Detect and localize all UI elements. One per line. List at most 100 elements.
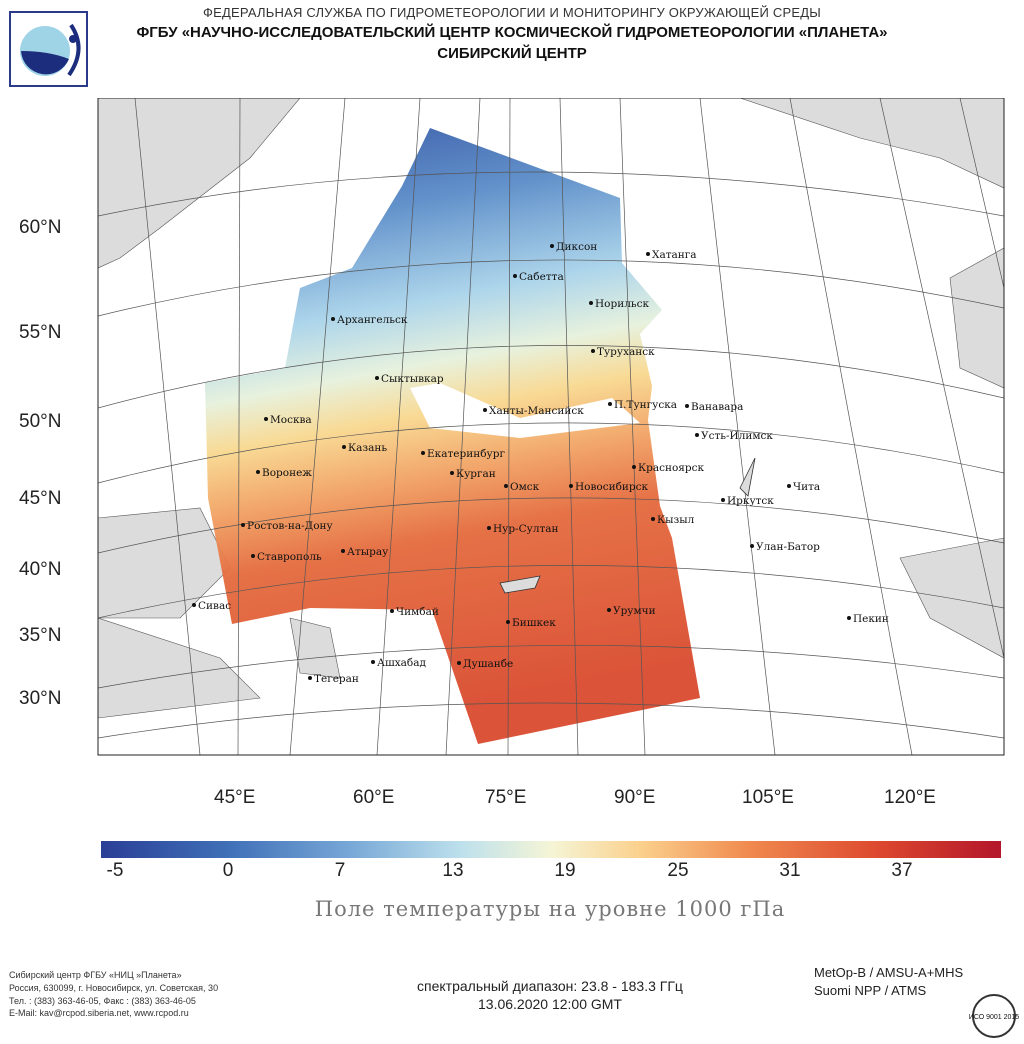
- city-label: Омск: [510, 481, 540, 493]
- city-marker: [241, 523, 245, 527]
- city-marker: [371, 660, 375, 664]
- lat-label-60: 60°N: [19, 217, 62, 238]
- city-label: П.Тунгуска: [614, 399, 677, 411]
- svg-text:ИСО 9001 2015: ИСО 9001 2015: [969, 1014, 1020, 1021]
- lon-label-60: 60°E: [353, 787, 395, 808]
- observation-datetime: 13.06.2020 12:00 GMT: [478, 996, 622, 1012]
- city-label: Екатеринбург: [427, 448, 505, 460]
- colorbar-tick: -5: [106, 860, 124, 881]
- lat-label-50: 50°N: [19, 411, 62, 432]
- city-marker: [550, 244, 554, 248]
- planeta-logo: [9, 11, 88, 87]
- colorbar-tick: 31: [779, 860, 801, 881]
- city-marker: [331, 317, 335, 321]
- city-label: Усть-Илимск: [701, 430, 773, 442]
- city-label: Архангельск: [337, 314, 408, 326]
- city-marker: [192, 603, 196, 607]
- city-label: Москва: [270, 414, 312, 426]
- field-title: Поле температуры на уровне 1000 гПа: [314, 897, 786, 921]
- city-label: Туруханск: [597, 346, 655, 358]
- city-marker: [256, 470, 260, 474]
- branch-name: СИБИРСКИЙ ЦЕНТР: [437, 45, 587, 62]
- city-marker: [847, 616, 851, 620]
- city-label: Тегеран: [314, 673, 359, 685]
- city-label: Кызыл: [657, 514, 695, 526]
- city-marker: [450, 471, 454, 475]
- city-label: Ханты-Мансийск: [489, 405, 584, 417]
- footer-org-line: E-Mail: kav@rcpod.siberia.net, www.rcpod…: [9, 1008, 189, 1018]
- lat-label-30: 30°N: [19, 688, 62, 709]
- temperature-colorbar: [101, 841, 1001, 858]
- city-label: Казань: [348, 442, 387, 454]
- sensor-line: Suomi NPP / ATMS: [814, 983, 927, 998]
- city-marker: [695, 433, 699, 437]
- city-label: Нур-Султан: [493, 523, 559, 535]
- city-marker: [504, 484, 508, 488]
- city-marker: [646, 252, 650, 256]
- iso-certification-badge: ИСО 9001 2015: [969, 994, 1020, 1038]
- city-marker: [341, 549, 345, 553]
- city-label: Пекин: [853, 613, 889, 625]
- lon-label-45: 45°E: [214, 787, 256, 808]
- city-label: Урумчи: [613, 605, 656, 617]
- lat-label-55: 55°N: [19, 322, 62, 343]
- footer-org-line: Россия, 630099, г. Новосибирск, ул. Сове…: [9, 983, 219, 993]
- city-label: Бишкек: [512, 617, 556, 629]
- city-label: Душанбе: [463, 658, 513, 670]
- footer-org-line: Сибирский центр ФГБУ «НИЦ »Планета»: [9, 970, 182, 980]
- city-labels: Диксон Хатанга Сабетта Норильск Архангельск Т…: [192, 241, 889, 685]
- city-marker: [251, 554, 255, 558]
- city-marker: [421, 451, 425, 455]
- city-marker: [685, 404, 689, 408]
- city-marker: [487, 526, 491, 530]
- city-label: Диксон: [556, 241, 597, 253]
- city-label: Ванавара: [691, 401, 743, 413]
- city-label: Новосибирск: [575, 481, 649, 493]
- colorbar-tick: 37: [891, 860, 913, 881]
- city-marker: [390, 609, 394, 613]
- city-marker: [375, 376, 379, 380]
- city-marker: [651, 517, 655, 521]
- city-label: Красноярск: [638, 462, 705, 474]
- city-label: Норильск: [595, 298, 649, 310]
- city-marker: [513, 274, 517, 278]
- colorbar-tick: 0: [222, 860, 234, 881]
- city-marker: [607, 608, 611, 612]
- city-label: Сивас: [198, 600, 231, 612]
- city-marker: [569, 484, 573, 488]
- city-label: Чита: [793, 481, 820, 493]
- city-label: Атырау: [347, 546, 389, 558]
- colorbar-tick: 13: [442, 860, 464, 881]
- city-label: Сабетта: [519, 271, 564, 283]
- agency-name: ФЕДЕРАЛЬНАЯ СЛУЖБА ПО ГИДРОМЕТЕОРОЛОГИИ …: [203, 5, 821, 20]
- footer-org-line: Тел. : (383) 363-46-05, Факс : (383) 363…: [9, 996, 196, 1006]
- city-label: Ашхабад: [377, 657, 426, 669]
- city-marker: [721, 498, 725, 502]
- city-label: Хатанга: [652, 249, 697, 261]
- city-label: Чимбай: [396, 606, 439, 618]
- lon-label-90: 90°E: [614, 787, 656, 808]
- city-marker: [342, 445, 346, 449]
- city-marker: [750, 544, 754, 548]
- city-marker: [632, 465, 636, 469]
- city-marker: [483, 408, 487, 412]
- city-marker: [589, 301, 593, 305]
- city-marker: [608, 402, 612, 406]
- sensor-line: MetOp-B / AMSU-A+MHS: [814, 965, 964, 980]
- city-label: Улан-Батор: [756, 541, 820, 553]
- spectral-range: спектральный диапазон: 23.8 - 183.3 ГГц: [417, 978, 683, 994]
- city-label: Воронеж: [262, 467, 312, 479]
- lon-label-105: 105°E: [742, 787, 794, 808]
- city-marker: [787, 484, 791, 488]
- temperature-map: Диксон Хатанга Сабетта Норильск Архангельск Т…: [97, 98, 1005, 756]
- lon-label-120: 120°E: [884, 787, 936, 808]
- city-marker: [264, 417, 268, 421]
- center-name: ФГБУ «НАУЧНО-ИССЛЕДОВАТЕЛЬСКИЙ ЦЕНТР КОС…: [136, 24, 888, 41]
- lat-label-35: 35°N: [19, 625, 62, 646]
- lat-label-40: 40°N: [19, 559, 62, 580]
- colorbar-tick: 25: [667, 860, 689, 881]
- colorbar-tick: 7: [334, 860, 346, 881]
- city-label: Сыктывкар: [381, 373, 444, 385]
- lon-label-75: 75°E: [485, 787, 527, 808]
- city-label: Курган: [456, 468, 496, 480]
